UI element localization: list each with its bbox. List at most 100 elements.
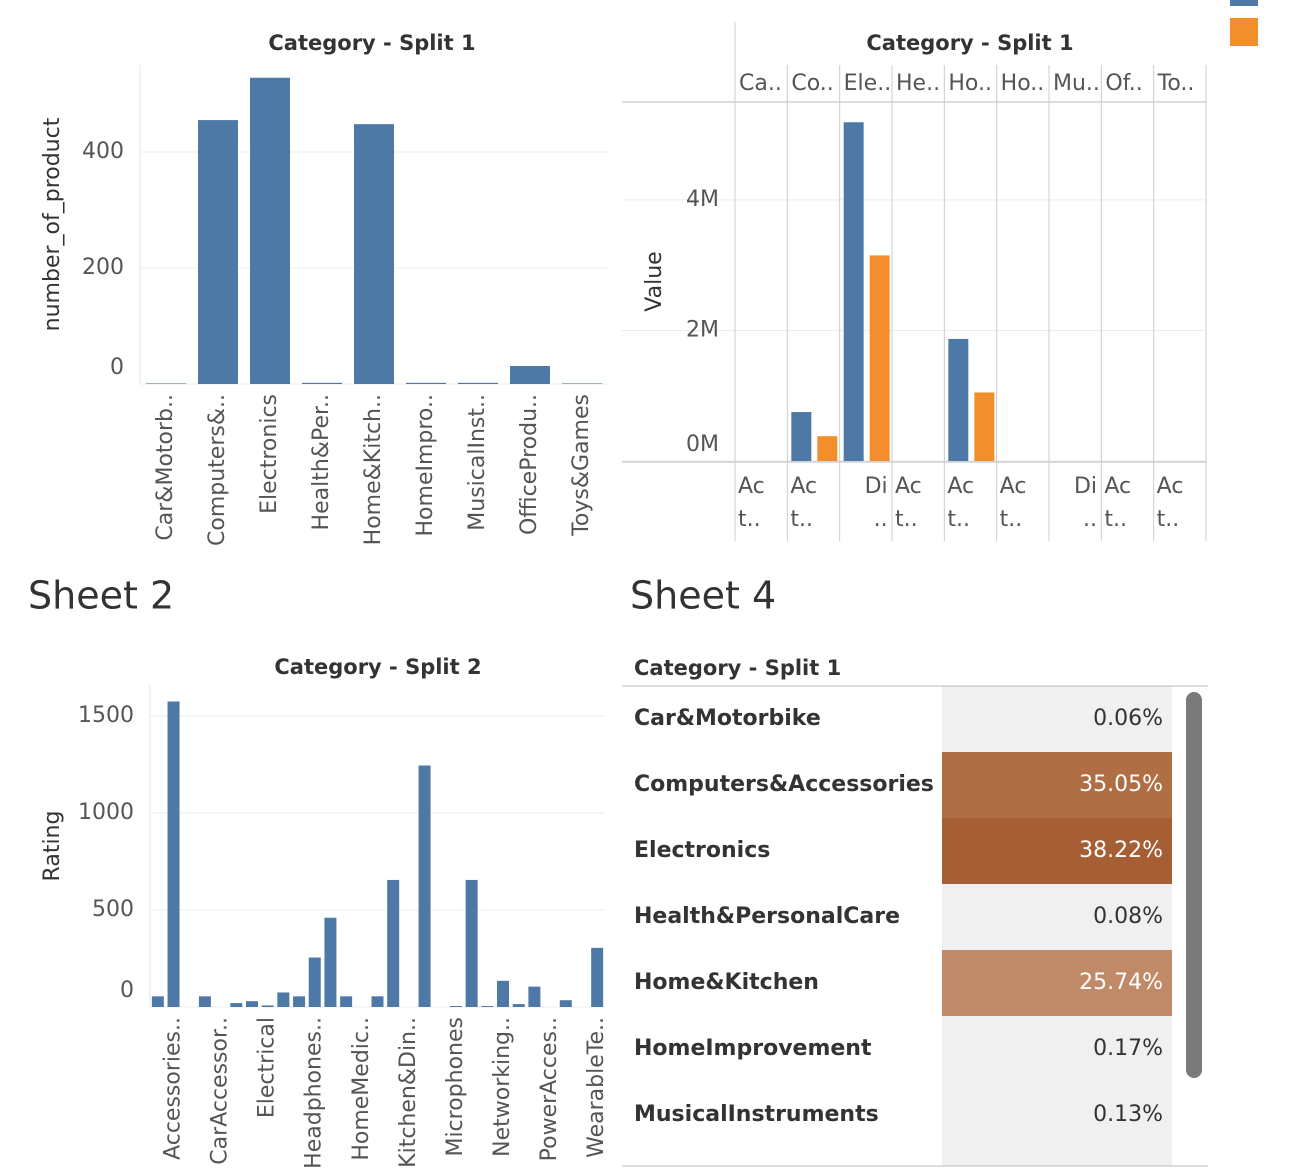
row-label: Electronics bbox=[634, 838, 770, 863]
sub-label: Di bbox=[865, 474, 888, 499]
sub-label: Ac bbox=[1104, 474, 1131, 499]
x-tick-label: HomeMedic.. bbox=[349, 1017, 374, 1161]
sub-label: Di bbox=[1074, 474, 1097, 499]
bar bbox=[302, 382, 342, 384]
x-tick-label: Networking.. bbox=[490, 1017, 515, 1157]
x-tick-label: Microphones bbox=[443, 1017, 468, 1157]
y-axis-title: Value bbox=[642, 251, 667, 311]
bar bbox=[354, 124, 394, 384]
x-tick-label: Computers&.. bbox=[205, 394, 230, 546]
x-tick-label: CarAccessor.. bbox=[208, 1017, 233, 1165]
y-tick-label: 200 bbox=[82, 255, 124, 280]
bar bbox=[293, 996, 306, 1007]
y-axis-title: Rating bbox=[40, 811, 65, 882]
bar bbox=[151, 996, 164, 1007]
x-tick-label: Electronics bbox=[257, 394, 282, 514]
bar bbox=[817, 436, 838, 461]
bar bbox=[340, 996, 353, 1007]
cell bbox=[942, 752, 1172, 818]
sub-label: t.. bbox=[1000, 507, 1023, 532]
bar bbox=[791, 412, 812, 461]
row-label: Car&Motorbike bbox=[634, 706, 821, 731]
legend-swatch bbox=[1230, 0, 1258, 6]
x-tick-label: MusicalInst.. bbox=[465, 394, 490, 531]
row-label: Health&PersonalCare bbox=[634, 904, 900, 929]
column-header: He.. bbox=[896, 71, 940, 96]
cell bbox=[942, 686, 1172, 752]
cell-value: 0.13% bbox=[1093, 1102, 1163, 1127]
sheet-title: Sheet 4 bbox=[630, 574, 776, 618]
bar bbox=[198, 996, 211, 1007]
bar bbox=[167, 701, 180, 1007]
y-tick-label: 500 bbox=[92, 897, 134, 922]
bar bbox=[418, 765, 431, 1007]
bar bbox=[974, 392, 995, 461]
cell-value: 0.06% bbox=[1093, 706, 1163, 731]
sub-label: .. bbox=[874, 507, 888, 532]
x-tick-label: OfficeProdu.. bbox=[517, 394, 542, 535]
column-header: Ca.. bbox=[739, 71, 782, 96]
sub-label: t.. bbox=[895, 507, 918, 532]
bar bbox=[387, 879, 400, 1007]
bar bbox=[465, 879, 478, 1007]
table-header: Category - Split 1 bbox=[634, 656, 841, 680]
cell-value: 38.22% bbox=[1079, 838, 1163, 863]
cell bbox=[942, 1016, 1172, 1082]
y-tick-label: 4M bbox=[686, 187, 719, 212]
legend-swatch bbox=[1230, 18, 1258, 46]
x-tick-label: Kitchen&Din.. bbox=[396, 1017, 421, 1168]
row-label: OfficeProducts bbox=[634, 1168, 815, 1176]
cell-value: 0.17% bbox=[1093, 1036, 1163, 1061]
column-header: Ho.. bbox=[948, 71, 992, 96]
bar bbox=[245, 1001, 258, 1007]
x-tick-label: Headphones.. bbox=[302, 1017, 327, 1169]
bar bbox=[406, 382, 446, 384]
column-header: To.. bbox=[1157, 71, 1195, 96]
cell bbox=[942, 818, 1172, 884]
sub-label: Ac bbox=[1157, 474, 1184, 499]
bar bbox=[449, 1006, 462, 1007]
bar bbox=[230, 1003, 243, 1007]
sub-label: Ac bbox=[790, 474, 817, 499]
cell-value: 0.08% bbox=[1093, 904, 1163, 929]
row-label: Home&Kitchen bbox=[634, 970, 819, 995]
row-label: Computers&Accessories bbox=[634, 772, 934, 797]
chart-title: Category - Split 1 bbox=[866, 31, 1073, 55]
bar bbox=[371, 996, 384, 1007]
x-tick-label: Car&Motorb.. bbox=[153, 394, 178, 541]
y-tick-label: 1000 bbox=[78, 800, 134, 825]
y-tick-label: 1500 bbox=[78, 703, 134, 728]
x-tick-label: Electrical bbox=[255, 1017, 280, 1118]
y-tick-label: 0 bbox=[110, 355, 124, 380]
bar bbox=[458, 382, 498, 384]
x-tick-label: PowerAcces.. bbox=[537, 1017, 562, 1161]
chart-title: Category - Split 1 bbox=[268, 31, 475, 55]
scrollbar-thumb[interactable] bbox=[1186, 692, 1202, 1078]
sub-label: t.. bbox=[1157, 507, 1180, 532]
bar bbox=[528, 986, 541, 1007]
bar bbox=[512, 1004, 525, 1007]
sub-label: Ac bbox=[738, 474, 765, 499]
column-header: Co.. bbox=[791, 71, 833, 96]
bar bbox=[146, 383, 186, 384]
cell-value: 25.74% bbox=[1079, 970, 1163, 995]
bar bbox=[198, 120, 238, 384]
y-tick-label: 0 bbox=[120, 978, 134, 1003]
bar bbox=[562, 383, 602, 384]
y-tick-label: 400 bbox=[82, 139, 124, 164]
sub-label: t.. bbox=[790, 507, 813, 532]
table-body: Car&Motorbike 0.06% Computers&Accessories 3… bbox=[634, 686, 1172, 1176]
sub-label: .. bbox=[1083, 507, 1097, 532]
x-tick-label: HomeImpro.. bbox=[413, 394, 438, 536]
bar bbox=[843, 122, 864, 461]
bar bbox=[497, 980, 510, 1007]
cell-value: 35.05% bbox=[1079, 772, 1163, 797]
sub-label: t.. bbox=[738, 507, 761, 532]
bar bbox=[308, 957, 321, 1007]
column-header: Ho.. bbox=[1001, 71, 1045, 96]
bar bbox=[481, 1006, 494, 1007]
x-tick-label: Accessories.. bbox=[161, 1017, 186, 1160]
bar bbox=[869, 255, 890, 461]
x-tick-label: Toys&Games bbox=[569, 394, 594, 537]
